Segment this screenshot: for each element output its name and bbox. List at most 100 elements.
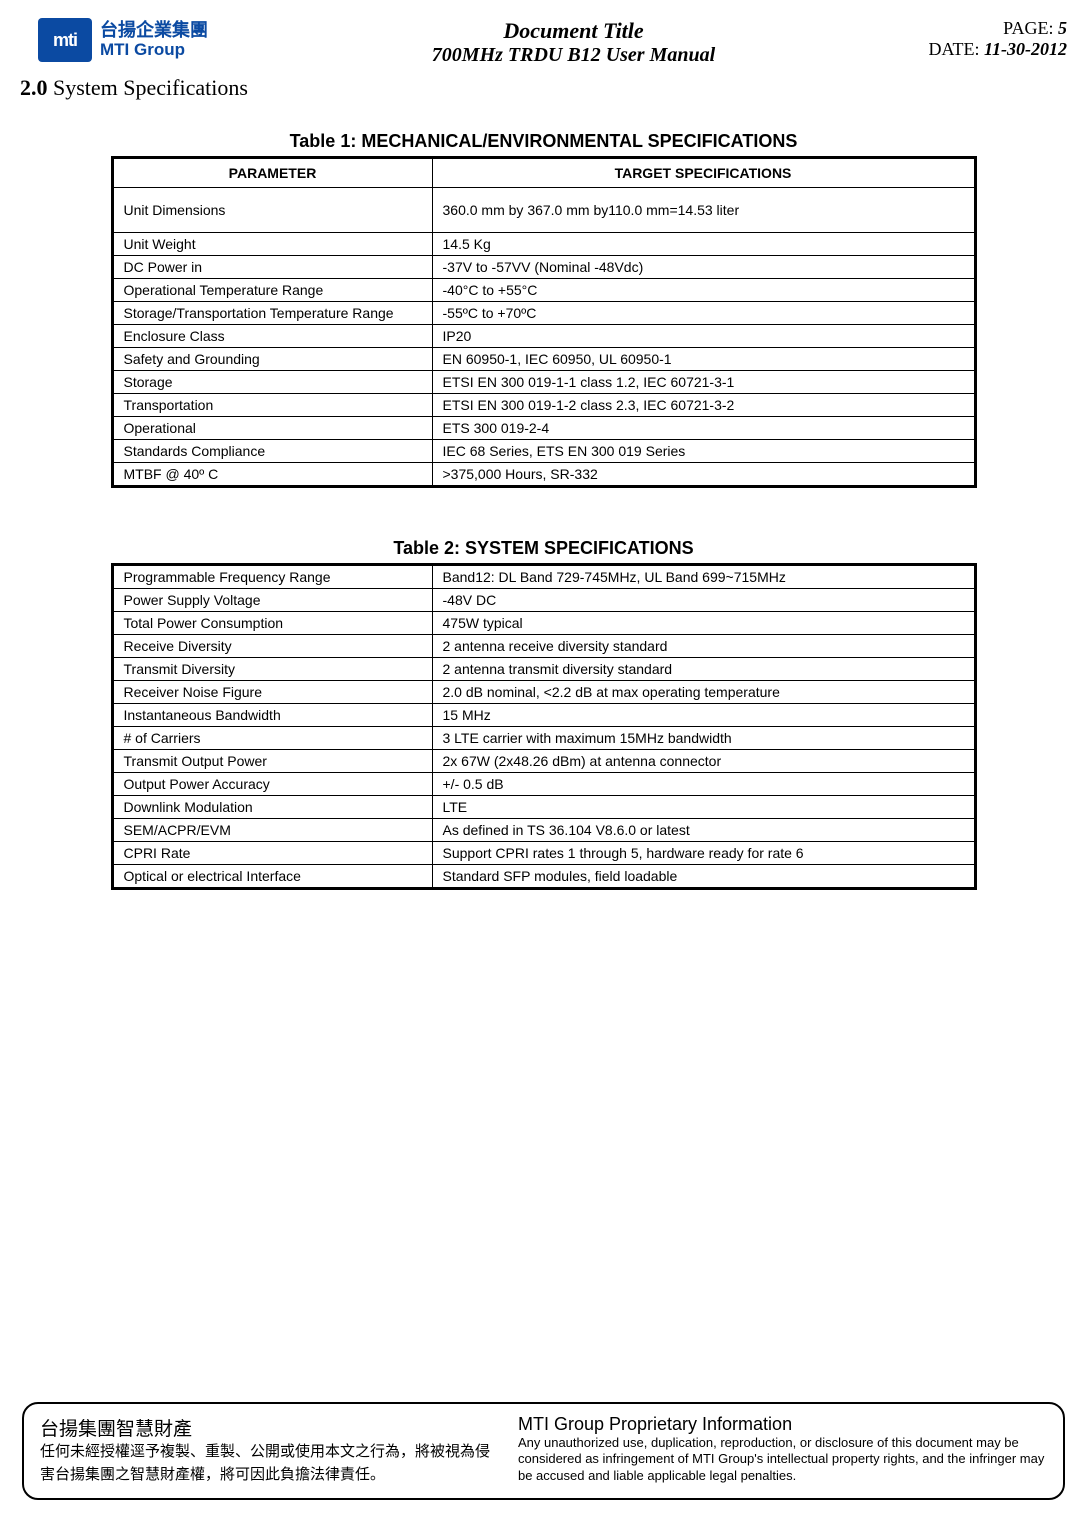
table1-param: Operational Temperature Range: [112, 279, 432, 302]
table1-param: Storage/Transportation Temperature Range: [112, 302, 432, 325]
table-row: Programmable Frequency RangeBand12: DL B…: [112, 565, 975, 589]
table2-wrap: Table 2: SYSTEM SPECIFICATIONS Programma…: [111, 538, 977, 890]
table1-value: 14.5 Kg: [432, 233, 975, 256]
table1-param: Unit Weight: [112, 233, 432, 256]
table1: PARAMETER TARGET SPECIFICATIONS Unit Dim…: [111, 156, 977, 488]
table2-param: Programmable Frequency Range: [112, 565, 432, 589]
table2-param: CPRI Rate: [112, 842, 432, 865]
logo-abbrev: mti: [53, 30, 77, 51]
footer-cn-body: 任何未經授權逕予複製、重製、公開或使用本文之行為，將被視為侵害台揚集團之智慧財產…: [40, 1441, 500, 1486]
footer-cn-head: 台揚集團智慧財產: [40, 1414, 500, 1441]
table2-value: Support CPRI rates 1 through 5, hardware…: [432, 842, 975, 865]
table2-value: 2x 67W (2x48.26 dBm) at antenna connecto…: [432, 750, 975, 773]
table-row: Unit Weight14.5 Kg: [112, 233, 975, 256]
table2-title: Table 2: SYSTEM SPECIFICATIONS: [111, 538, 977, 559]
table1-value: -55ºC to +70ºC: [432, 302, 975, 325]
table-row: TransportationETSI EN 300 019-1-2 class …: [112, 394, 975, 417]
page-header: mti 台揚企業集團 MTI Group Document Title 700M…: [20, 18, 1067, 67]
table1-value: -40°C to +55°C: [432, 279, 975, 302]
table-row: MTBF @ 40º C>375,000 Hours, SR-332: [112, 463, 975, 487]
table1-value: IP20: [432, 325, 975, 348]
table2: Programmable Frequency RangeBand12: DL B…: [111, 563, 977, 890]
document-subtitle: 700MHz TRDU B12 User Manual: [280, 44, 867, 67]
table2-param: Optical or electrical Interface: [112, 865, 432, 889]
table1-value: ETSI EN 300 019-1-2 class 2.3, IEC 60721…: [432, 394, 975, 417]
table2-param: SEM/ACPR/EVM: [112, 819, 432, 842]
date-value: 11-30-2012: [984, 39, 1067, 59]
table-row: StorageETSI EN 300 019-1-1 class 1.2, IE…: [112, 371, 975, 394]
table1-param: DC Power in: [112, 256, 432, 279]
table-row: Total Power Consumption475W typical: [112, 612, 975, 635]
table-row: Optical or electrical InterfaceStandard …: [112, 865, 975, 889]
table1-value: IEC 68 Series, ETS EN 300 019 Series: [432, 440, 975, 463]
logo-icon: mti: [38, 18, 92, 62]
logo-cn: 台揚企業集團: [100, 21, 208, 41]
footer-en-head: MTI Group Proprietary Information: [518, 1414, 1047, 1435]
table-row: Downlink ModulationLTE: [112, 796, 975, 819]
meta-block: PAGE: 5 DATE: 11-30-2012: [867, 18, 1067, 60]
table2-param: Receive Diversity: [112, 635, 432, 658]
table-row: DC Power in-37V to -57VV (Nominal -48Vdc…: [112, 256, 975, 279]
table2-param: Power Supply Voltage: [112, 589, 432, 612]
page-label: PAGE:: [1003, 18, 1058, 38]
table2-param: Transmit Output Power: [112, 750, 432, 773]
table2-value: Standard SFP modules, field loadable: [432, 865, 975, 889]
table2-value: 2 antenna receive diversity standard: [432, 635, 975, 658]
table-row: Unit Dimensions360.0 mm by 367.0 mm by11…: [112, 188, 975, 233]
table2-value: Band12: DL Band 729-745MHz, UL Band 699~…: [432, 565, 975, 589]
table-row: Standards ComplianceIEC 68 Series, ETS E…: [112, 440, 975, 463]
page-meta: PAGE: 5: [867, 18, 1067, 39]
table1-param: MTBF @ 40º C: [112, 463, 432, 487]
table2-param: Output Power Accuracy: [112, 773, 432, 796]
section-title: System Specifications: [48, 75, 248, 100]
table2-value: LTE: [432, 796, 975, 819]
table-row: Output Power Accuracy+/- 0.5 dB: [112, 773, 975, 796]
page-number: 5: [1058, 18, 1067, 38]
table-row: CPRI RateSupport CPRI rates 1 through 5,…: [112, 842, 975, 865]
table2-param: # of Carriers: [112, 727, 432, 750]
logo-block: mti 台揚企業集團 MTI Group: [20, 18, 280, 62]
table1-col-target: TARGET SPECIFICATIONS: [432, 158, 975, 188]
section-heading: 2.0 System Specifications: [20, 75, 1067, 101]
table1-value: EN 60950-1, IEC 60950, UL 60950-1: [432, 348, 975, 371]
table2-value: 2.0 dB nominal, <2.2 dB at max operating…: [432, 681, 975, 704]
table1-value: 360.0 mm by 367.0 mm by110.0 mm=14.53 li…: [432, 188, 975, 233]
logo-en: MTI Group: [100, 41, 208, 60]
table2-param: Instantaneous Bandwidth: [112, 704, 432, 727]
title-block: Document Title 700MHz TRDU B12 User Manu…: [280, 18, 867, 67]
logo-text: 台揚企業集團 MTI Group: [100, 21, 208, 59]
table1-value: ETS 300 019-2-4: [432, 417, 975, 440]
table-row: SEM/ACPR/EVMAs defined in TS 36.104 V8.6…: [112, 819, 975, 842]
table-row: Enclosure ClassIP20: [112, 325, 975, 348]
table1-col-parameter: PARAMETER: [112, 158, 432, 188]
date-meta: DATE: 11-30-2012: [867, 39, 1067, 60]
table-row: Receiver Noise Figure2.0 dB nominal, <2.…: [112, 681, 975, 704]
footer-en: MTI Group Proprietary Information Any un…: [518, 1414, 1047, 1486]
table-row: Transmit Output Power2x 67W (2x48.26 dBm…: [112, 750, 975, 773]
table-row: Power Supply Voltage-48V DC: [112, 589, 975, 612]
table2-param: Total Power Consumption: [112, 612, 432, 635]
table-row: OperationalETS 300 019-2-4: [112, 417, 975, 440]
table1-value: -37V to -57VV (Nominal -48Vdc): [432, 256, 975, 279]
table2-param: Downlink Modulation: [112, 796, 432, 819]
table-row: Receive Diversity2 antenna receive diver…: [112, 635, 975, 658]
table-row: # of Carriers3 LTE carrier with maximum …: [112, 727, 975, 750]
table1-param: Enclosure Class: [112, 325, 432, 348]
table2-value: 15 MHz: [432, 704, 975, 727]
table2-value: +/- 0.5 dB: [432, 773, 975, 796]
table2-value: 2 antenna transmit diversity standard: [432, 658, 975, 681]
table2-value: As defined in TS 36.104 V8.6.0 or latest: [432, 819, 975, 842]
section-number: 2.0: [20, 75, 48, 100]
table1-param: Unit Dimensions: [112, 188, 432, 233]
document-title: Document Title: [280, 18, 867, 44]
table1-header-row: PARAMETER TARGET SPECIFICATIONS: [112, 158, 975, 188]
table1-value: >375,000 Hours, SR-332: [432, 463, 975, 487]
table1-param: Transportation: [112, 394, 432, 417]
table-row: Transmit Diversity2 antenna transmit div…: [112, 658, 975, 681]
table-row: Safety and GroundingEN 60950-1, IEC 6095…: [112, 348, 975, 371]
table2-value: 475W typical: [432, 612, 975, 635]
footer-en-body: Any unauthorized use, duplication, repro…: [518, 1435, 1047, 1484]
table-row: Instantaneous Bandwidth15 MHz: [112, 704, 975, 727]
table2-param: Receiver Noise Figure: [112, 681, 432, 704]
table1-param: Safety and Grounding: [112, 348, 432, 371]
